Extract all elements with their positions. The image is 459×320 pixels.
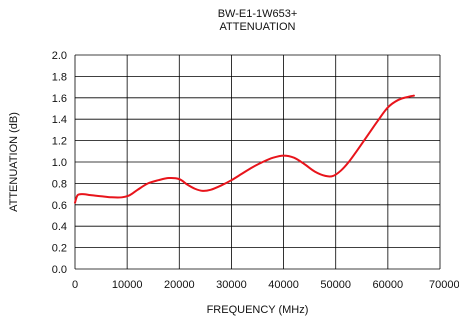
series-line	[74, 94, 415, 204]
y-tick-labels: 0.0 0.2 0.4 0.6 0.8 1.0 1.2 1.4 1.6 1.8 2.0	[52, 50, 67, 276]
x-tick-label: 70000	[429, 279, 459, 291]
y-tick-label: 0.8	[52, 178, 67, 190]
y-tick-label: 1.6	[52, 93, 67, 105]
x-tick-label: 30000	[216, 279, 247, 291]
y-tick-label: 1.4	[52, 114, 67, 126]
y-tick-label: 0.2	[52, 243, 67, 255]
grid	[74, 54, 441, 270]
x-axis-label: FREQUENCY (MHz)	[206, 304, 309, 316]
x-tick-label: 40000	[268, 279, 299, 291]
y-tick-label: 1.2	[52, 136, 67, 148]
series-layer	[74, 94, 415, 204]
chart-subtitle: ATTENUATION	[219, 21, 296, 33]
x-tick-label: 60000	[373, 279, 404, 291]
y-axis-label: ATTENUATION (dB)	[8, 112, 20, 212]
y-tick-label: 0.0	[52, 264, 67, 276]
y-tick-label: 0.6	[52, 200, 67, 212]
x-tick-label: 20000	[164, 279, 195, 291]
y-tick-label: 1.8	[52, 71, 67, 83]
y-tick-label: 0.4	[52, 221, 67, 233]
y-tick-label: 1.0	[52, 157, 67, 169]
x-tick-label: 0	[72, 279, 78, 291]
chart-title: BW-E1-1W653+	[217, 8, 298, 20]
x-tick-label: 50000	[320, 279, 351, 291]
x-tick-label: 10000	[112, 279, 143, 291]
x-tick-labels: 0 10000 20000 30000 40000 50000 60000 70000	[72, 279, 459, 291]
y-tick-label: 2.0	[52, 50, 67, 62]
